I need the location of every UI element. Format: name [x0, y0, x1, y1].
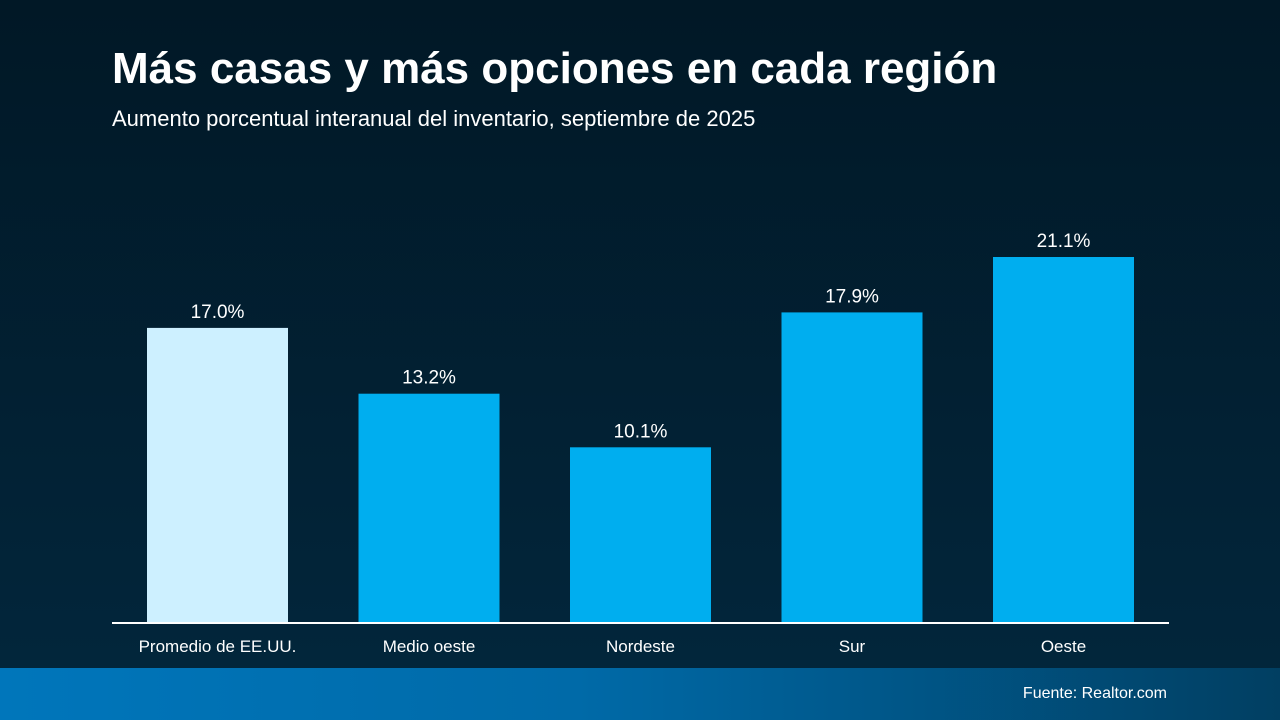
- chart-title: Más casas y más opciones en cada región: [112, 44, 998, 93]
- data-label-3: 17.9%: [825, 286, 879, 307]
- bars-group: 17.0% Promedio de EE.UU. 13.2% Medio oeste 1…: [139, 231, 1134, 656]
- data-label-1: 13.2%: [402, 368, 456, 389]
- bar-2: [570, 447, 711, 622]
- source-label: Fuente: Realtor.com: [1022, 685, 1167, 702]
- bar-4: [993, 257, 1134, 622]
- data-label-2: 10.1%: [614, 421, 668, 442]
- chart-subtitle: Aumento porcentual interanual del invent…: [112, 106, 756, 131]
- data-label-4: 21.1%: [1037, 231, 1091, 252]
- category-label-3: Sur: [839, 637, 866, 656]
- bar-chart: 17.0% Promedio de EE.UU. 13.2% Medio oeste 1…: [139, 231, 1134, 656]
- bar-0: [147, 327, 288, 622]
- category-label-1: Medio oeste: [383, 637, 476, 656]
- bar-1: [358, 393, 500, 622]
- category-label-4: Oeste: [1041, 637, 1086, 656]
- data-label-0: 17.0%: [191, 302, 245, 323]
- category-label-0: Promedio de EE.UU.: [139, 637, 297, 656]
- bar-3: [781, 312, 923, 622]
- category-label-2: Nordeste: [606, 637, 675, 656]
- footer-bar: Fuente: Realtor.com: [0, 668, 1280, 720]
